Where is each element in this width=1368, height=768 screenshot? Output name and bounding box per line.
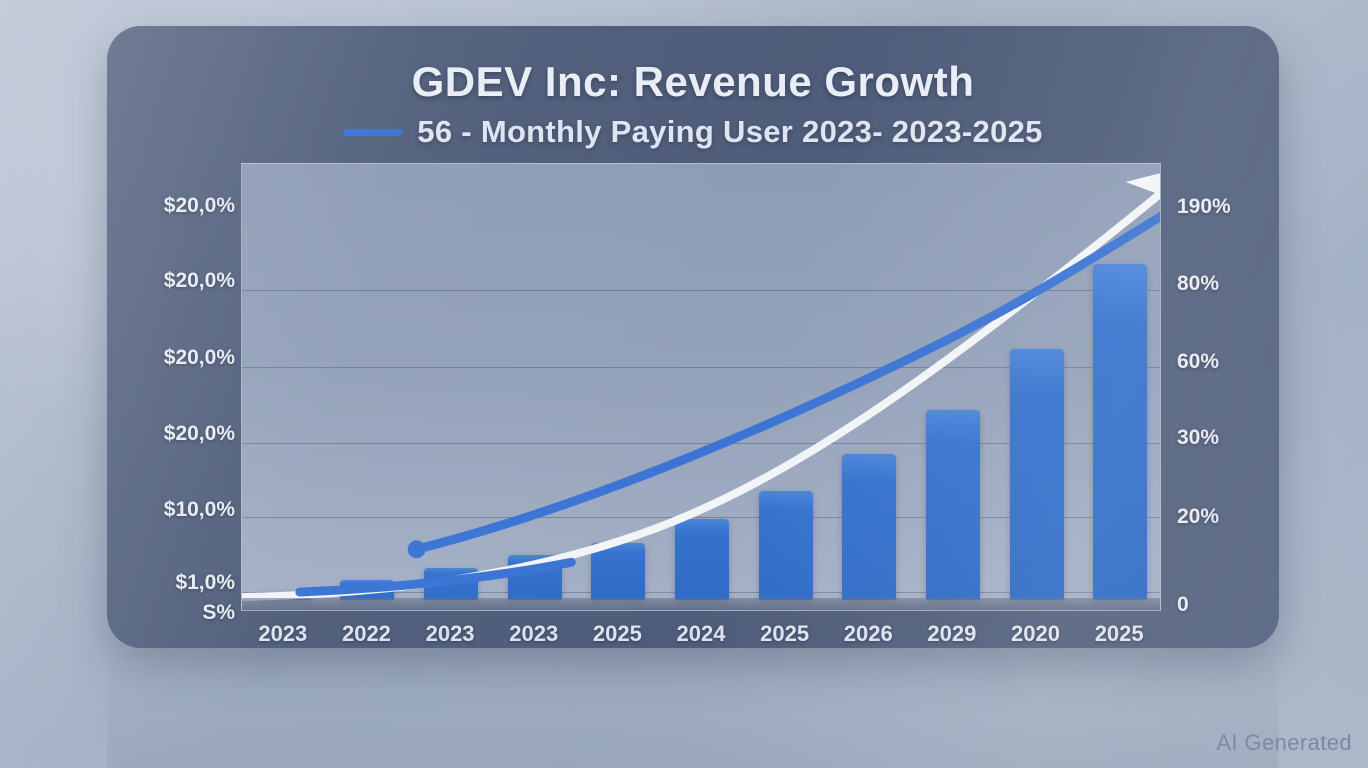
y-axis-left-tick-0: $20,0% <box>163 194 235 217</box>
bar-1 <box>340 579 395 600</box>
x-axis-label-4: 2025 <box>592 621 642 646</box>
x-axis-label-2: 2023 <box>425 621 475 646</box>
bar-6 <box>758 490 813 600</box>
x-axis-label-9: 2020 <box>1011 621 1061 646</box>
y-axis-right-tick-2: 60% <box>1177 350 1220 373</box>
y-axis-left-tick-5: $1,0% <box>175 571 235 594</box>
bar-2 <box>424 567 479 600</box>
y-axis-right-tick-0: 190% <box>1177 195 1231 218</box>
ai-generated-watermark: AI Generated <box>1216 730 1352 755</box>
card-reflection-surface <box>107 652 1279 768</box>
bar-5 <box>675 519 729 600</box>
card-reflection <box>107 652 1279 768</box>
y-axis-left-tick-2: $20,0% <box>163 346 235 369</box>
x-axis-label-1: 2022 <box>341 621 391 646</box>
x-axis-label-8: 2029 <box>927 621 977 646</box>
y-axis-right-tick-4: 20% <box>1177 505 1220 528</box>
y-axis-left-tick-1: $20,0% <box>163 269 235 292</box>
y-axis-left-tick-6: S% <box>202 601 235 624</box>
bar-4 <box>591 543 646 600</box>
plot-floor <box>242 598 1160 610</box>
y-axis-left-tick-3: $20,0% <box>163 422 235 445</box>
x-axis-label-3: 2023 <box>509 621 559 646</box>
bar-7 <box>842 454 897 600</box>
x-axis-label-7: 2026 <box>843 621 893 646</box>
x-axis-label-6: 2025 <box>760 621 810 646</box>
bar-3 <box>507 555 562 600</box>
bar-8 <box>925 409 980 600</box>
chart-subtitle-label: 56 - Monthly Paying User 2023- 2023-2025 <box>417 114 1043 149</box>
y-axis-left-tick-4: $10,0% <box>163 498 235 521</box>
bar-10 <box>1093 263 1148 600</box>
plot-area <box>241 163 1161 611</box>
chart-subtitle: 56 - Monthly Paying User 2023- 2023-2025 <box>107 114 1279 150</box>
x-axis-label-10: 2025 <box>1094 621 1144 646</box>
y-axis-right-tick-3: 30% <box>1177 426 1220 449</box>
page-title: GDEV Inc: Revenue Growth <box>411 58 975 105</box>
x-axis-label-0: 2023 <box>258 621 308 646</box>
x-axis-label-5: 2024 <box>676 621 726 646</box>
y-axis-right-tick-1: 80% <box>1177 272 1220 295</box>
chart-card: GDEV Inc: Revenue Growth 56 - Monthly Pa… <box>107 26 1279 648</box>
bar-9 <box>1009 348 1064 600</box>
subtitle-line-swatch <box>343 128 404 136</box>
gridline-1 <box>242 290 1160 291</box>
revenue-trend-start-marker <box>407 540 426 559</box>
y-axis-right-tick-5: 0 <box>1177 593 1189 616</box>
